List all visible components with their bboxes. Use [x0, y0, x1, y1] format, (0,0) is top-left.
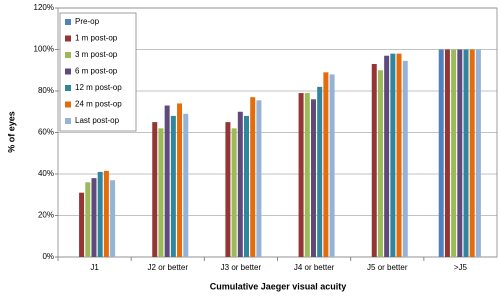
- legend-label: Pre-op: [75, 17, 100, 26]
- bar: [444, 49, 450, 257]
- bar: [298, 93, 304, 257]
- bar: [164, 105, 170, 258]
- x-tick-label: J1: [90, 263, 99, 272]
- legend-label: 3 m post-op: [75, 50, 118, 59]
- bar: [152, 122, 158, 257]
- bar: [402, 60, 408, 257]
- y-axis-title: % of eyes: [6, 111, 16, 153]
- bar: [97, 171, 103, 257]
- bar: [170, 115, 176, 258]
- legend-label: Last post-op: [75, 116, 120, 125]
- bar: [244, 115, 250, 258]
- bar: [231, 128, 237, 257]
- x-tick-label: J3 or better: [221, 263, 262, 272]
- y-tick-label: 120%: [34, 3, 54, 12]
- bar: [237, 111, 243, 257]
- bar: [317, 86, 323, 257]
- bar: [225, 122, 231, 257]
- legend-swatch: [65, 35, 71, 42]
- y-tick-label: 0%: [42, 252, 54, 261]
- y-tick-label: 20%: [38, 211, 54, 220]
- legend-label: 24 m post-op: [75, 100, 122, 109]
- bar: [85, 182, 91, 257]
- bar: [475, 49, 481, 257]
- bar: [79, 192, 85, 257]
- bar: [323, 72, 329, 257]
- legend-swatch: [65, 101, 71, 108]
- legend-swatch: [65, 68, 71, 75]
- bar: [256, 100, 262, 258]
- bar: [451, 49, 457, 257]
- bar: [396, 53, 402, 258]
- x-tick-label: J5 or better: [367, 263, 408, 272]
- bar: [91, 178, 97, 257]
- legend-label: 6 m post-op: [75, 67, 118, 76]
- bar: [183, 113, 189, 257]
- bar: [110, 180, 116, 257]
- bar: [384, 55, 390, 257]
- x-tick-label: J2 or better: [148, 263, 189, 272]
- y-tick-label: 80%: [38, 86, 54, 95]
- x-tick-label: >J5: [454, 263, 468, 272]
- bar: [457, 49, 463, 257]
- y-tick-label: 40%: [38, 169, 54, 178]
- legend-swatch: [65, 85, 71, 91]
- bar: [377, 70, 383, 257]
- bar: [438, 49, 444, 257]
- bar: [463, 49, 469, 257]
- bar: [250, 97, 256, 257]
- bar: [158, 128, 164, 257]
- legend-box: [59, 12, 137, 132]
- y-tick-label: 100%: [34, 45, 54, 54]
- y-tick-label: 60%: [38, 128, 54, 137]
- x-axis-title: Cumulative Jaeger visual acuity: [210, 281, 347, 291]
- legend-label: 1 m post-op: [75, 34, 118, 43]
- bar: [469, 49, 475, 257]
- bar: [304, 93, 310, 257]
- bar: [310, 99, 316, 257]
- legend-label: 12 m post-op: [75, 83, 122, 92]
- bar: [329, 74, 335, 258]
- x-tick-label: J4 or better: [294, 263, 335, 272]
- legend-swatch: [65, 118, 71, 124]
- bar: [103, 170, 109, 257]
- legend-swatch: [65, 52, 71, 58]
- legend-swatch: [65, 19, 71, 25]
- bar: [390, 53, 396, 258]
- bar: [177, 103, 183, 257]
- bar: [371, 64, 377, 258]
